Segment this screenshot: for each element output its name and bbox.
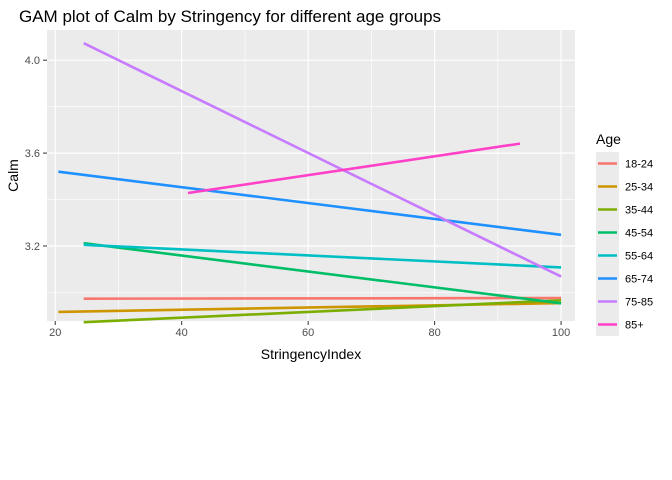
series-line-55-64 — [83, 243, 562, 269]
x-tick-label: 60 — [302, 327, 314, 339]
legend-label-35-44: 35-44 — [625, 205, 653, 217]
minor-gridlines — [47, 30, 575, 321]
x-tick-label: 40 — [176, 327, 188, 339]
chart-title: GAM plot of Calm by Stringency for diffe… — [19, 7, 441, 26]
x-tick-label: 20 — [49, 327, 61, 339]
series-line-45-54 — [83, 241, 562, 305]
legend-key-background — [596, 152, 619, 336]
legend-label-18-24: 18-24 — [625, 159, 653, 171]
legend-items: 18-24 25-34 35-44 45-54 55-64 65-74 75-85 85+ — [596, 152, 653, 336]
y-tick-label: 4.0 — [25, 55, 40, 67]
legend-label-65-74: 65-74 — [625, 274, 653, 286]
legend-label-75-85: 75-85 — [625, 297, 653, 309]
series-line-75-85 — [83, 42, 562, 278]
x-axis: 20 40 60 80 100 — [49, 321, 570, 339]
series-line-35-44 — [83, 299, 562, 324]
series-line-65-74 — [58, 170, 562, 237]
y-axis: 3.2 3.6 4.0 — [25, 55, 47, 253]
legend-label-45-54: 45-54 — [625, 228, 653, 240]
x-axis-title: StringencyIndex — [261, 346, 361, 362]
series-line-18-24 — [83, 296, 562, 301]
legend: Age 18-24 25-34 35-44 45-54 55-64 65-74 75-85 8… — [596, 131, 653, 336]
y-tick-label: 3.2 — [25, 241, 40, 253]
x-tick-label: 80 — [428, 327, 440, 339]
legend-label-85+: 85+ — [625, 320, 644, 332]
y-axis-title: Calm — [5, 159, 21, 192]
series-lines — [58, 42, 562, 324]
series-line-85+ — [187, 142, 521, 195]
legend-title: Age — [596, 131, 621, 147]
x-tick-label: 100 — [552, 327, 570, 339]
y-tick-label: 3.6 — [25, 148, 40, 160]
legend-label-25-34: 25-34 — [625, 182, 653, 194]
legend-label-55-64: 55-64 — [625, 251, 653, 263]
